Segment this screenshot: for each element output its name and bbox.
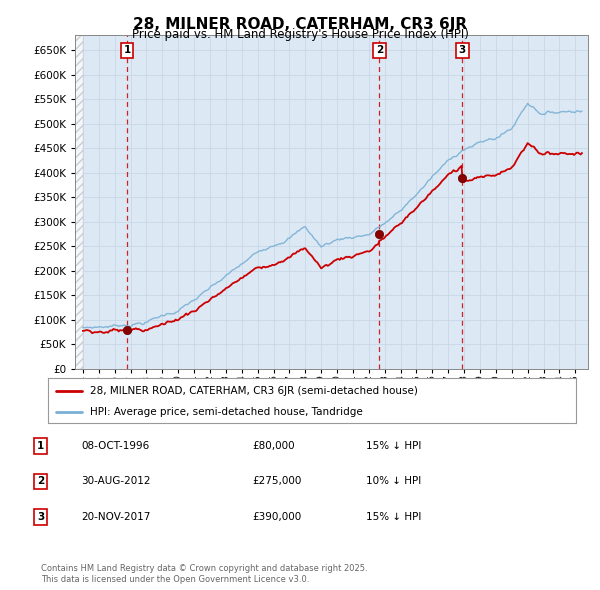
Text: 1: 1 — [37, 441, 44, 451]
Text: 08-OCT-1996: 08-OCT-1996 — [81, 441, 149, 451]
Text: Price paid vs. HM Land Registry's House Price Index (HPI): Price paid vs. HM Land Registry's House … — [131, 28, 469, 41]
Text: 15% ↓ HPI: 15% ↓ HPI — [366, 512, 421, 522]
Text: 20-NOV-2017: 20-NOV-2017 — [81, 512, 151, 522]
Bar — [75, 35, 83, 369]
Text: 2: 2 — [37, 477, 44, 486]
Text: 28, MILNER ROAD, CATERHAM, CR3 6JR: 28, MILNER ROAD, CATERHAM, CR3 6JR — [133, 17, 467, 31]
Text: HPI: Average price, semi-detached house, Tandridge: HPI: Average price, semi-detached house,… — [90, 407, 363, 417]
Text: 1: 1 — [124, 45, 131, 55]
Text: 15% ↓ HPI: 15% ↓ HPI — [366, 441, 421, 451]
Text: 2: 2 — [376, 45, 383, 55]
Text: This data is licensed under the Open Government Licence v3.0.: This data is licensed under the Open Gov… — [41, 575, 309, 584]
Text: 3: 3 — [37, 512, 44, 522]
Text: 10% ↓ HPI: 10% ↓ HPI — [366, 477, 421, 486]
Text: £80,000: £80,000 — [252, 441, 295, 451]
Text: 28, MILNER ROAD, CATERHAM, CR3 6JR (semi-detached house): 28, MILNER ROAD, CATERHAM, CR3 6JR (semi… — [90, 386, 418, 396]
Text: 3: 3 — [459, 45, 466, 55]
Text: Contains HM Land Registry data © Crown copyright and database right 2025.: Contains HM Land Registry data © Crown c… — [41, 565, 367, 573]
Text: £390,000: £390,000 — [252, 512, 301, 522]
Text: £275,000: £275,000 — [252, 477, 301, 486]
Text: 30-AUG-2012: 30-AUG-2012 — [81, 477, 151, 486]
